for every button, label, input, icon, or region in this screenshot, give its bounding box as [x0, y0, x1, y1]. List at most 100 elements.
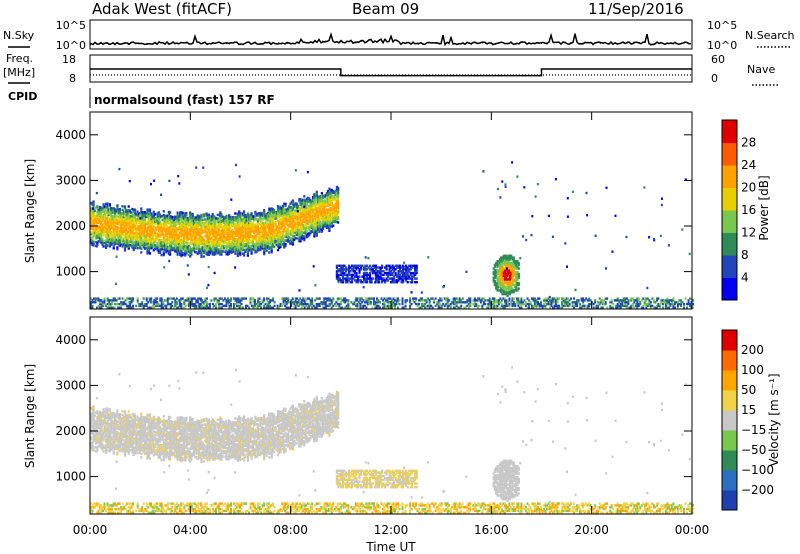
power-pixel	[230, 218, 233, 221]
power-pixel	[110, 243, 113, 246]
power-pixel	[125, 241, 128, 244]
power-pixel	[120, 221, 123, 224]
power-pixel	[298, 223, 301, 227]
power-pixel	[270, 229, 273, 232]
power-pixel	[161, 231, 164, 234]
power-pixel	[138, 239, 142, 242]
power-pixel	[191, 238, 194, 241]
power-pixel	[379, 271, 382, 275]
power-pixel	[118, 229, 121, 233]
power-pixel	[103, 211, 106, 214]
power-pixel	[246, 252, 249, 255]
power-pixel	[394, 273, 397, 277]
power-pixel	[167, 212, 170, 215]
power-pixel	[121, 241, 124, 244]
power-pixel	[211, 244, 214, 247]
power-pixel	[264, 227, 267, 230]
power-pixel	[182, 236, 185, 239]
power-pixel	[156, 227, 159, 230]
power-pixel	[101, 228, 104, 231]
power-pixel	[199, 218, 202, 222]
power-pixel	[132, 232, 135, 235]
power-pixel	[315, 225, 318, 228]
power-pixel	[365, 271, 369, 275]
power-pixel	[236, 243, 239, 247]
power-pixel	[319, 226, 322, 229]
power-pixel	[152, 238, 155, 241]
power-pixel	[189, 251, 192, 254]
power-pixel	[350, 268, 354, 271]
power-pixel	[231, 219, 234, 222]
power-pixel	[185, 226, 188, 229]
power-pixel	[181, 224, 184, 227]
power-pixel	[133, 245, 137, 248]
power-pixel	[334, 204, 337, 207]
power-pixel	[197, 237, 201, 240]
power-pixel	[93, 214, 96, 218]
power-pixel	[180, 251, 183, 254]
power-pixel	[123, 236, 127, 239]
power-pixel	[196, 234, 199, 237]
power-pixel	[126, 240, 129, 244]
power-pixel	[133, 217, 137, 220]
power-pixel	[305, 206, 308, 210]
power-pixel	[196, 218, 199, 221]
power-pixel	[230, 247, 233, 251]
power-pixel	[215, 241, 218, 244]
power-pixel	[185, 222, 188, 226]
power-pixel	[100, 232, 103, 235]
power-pixel	[390, 271, 393, 275]
power-pixel	[281, 230, 285, 233]
power-pixel	[150, 227, 153, 230]
power-pixel	[298, 211, 301, 214]
power-pixel	[112, 219, 115, 223]
power-pixel	[298, 236, 301, 239]
power-pixel	[95, 233, 98, 237]
power-pixel	[250, 225, 253, 228]
power-pixel	[231, 241, 234, 244]
power-pixel	[228, 245, 231, 248]
power-pixel	[182, 247, 185, 250]
power-pixel	[166, 227, 169, 230]
power-pixel	[224, 236, 227, 239]
power-pixel	[146, 226, 149, 230]
power-pixel	[184, 232, 187, 235]
power-pixel	[405, 279, 408, 282]
power-pixel	[110, 234, 113, 237]
power-pixel	[113, 233, 116, 237]
power-pixel	[249, 246, 252, 250]
power-pixel	[135, 238, 138, 242]
power-pixel	[176, 218, 179, 222]
power-pixel	[182, 230, 185, 234]
power-pixel	[143, 211, 147, 214]
power-pixel	[219, 234, 222, 238]
power-pixel	[367, 273, 370, 277]
power-pixel	[440, 297, 443, 300]
power-pixel	[291, 208, 295, 211]
power-pixel	[120, 236, 123, 239]
power-pixel	[254, 230, 257, 234]
power-pixel	[240, 225, 243, 228]
power-pixel	[291, 297, 294, 300]
power-pixel	[328, 222, 331, 225]
cpid-text: normalsound (fast) 157 RF	[94, 93, 275, 107]
power-pixel	[290, 237, 293, 240]
power-pixel	[105, 244, 108, 248]
power-pixel	[311, 297, 314, 300]
power-pixel	[327, 199, 330, 202]
power-pixel	[118, 297, 121, 300]
power-pixel	[264, 243, 267, 246]
power-pixel	[205, 243, 208, 246]
power-pixel	[312, 210, 315, 213]
power-pixel	[412, 275, 415, 278]
power-pixel	[263, 225, 266, 228]
power-pixel	[126, 233, 129, 236]
power-pixel	[159, 213, 162, 216]
power-pixel	[221, 241, 224, 244]
power-pixel	[143, 222, 147, 225]
power-pixel	[284, 204, 287, 208]
power-pixel	[200, 221, 203, 224]
power-pixel	[137, 236, 140, 239]
power-pixel	[146, 248, 149, 251]
power-pixel	[219, 222, 222, 225]
